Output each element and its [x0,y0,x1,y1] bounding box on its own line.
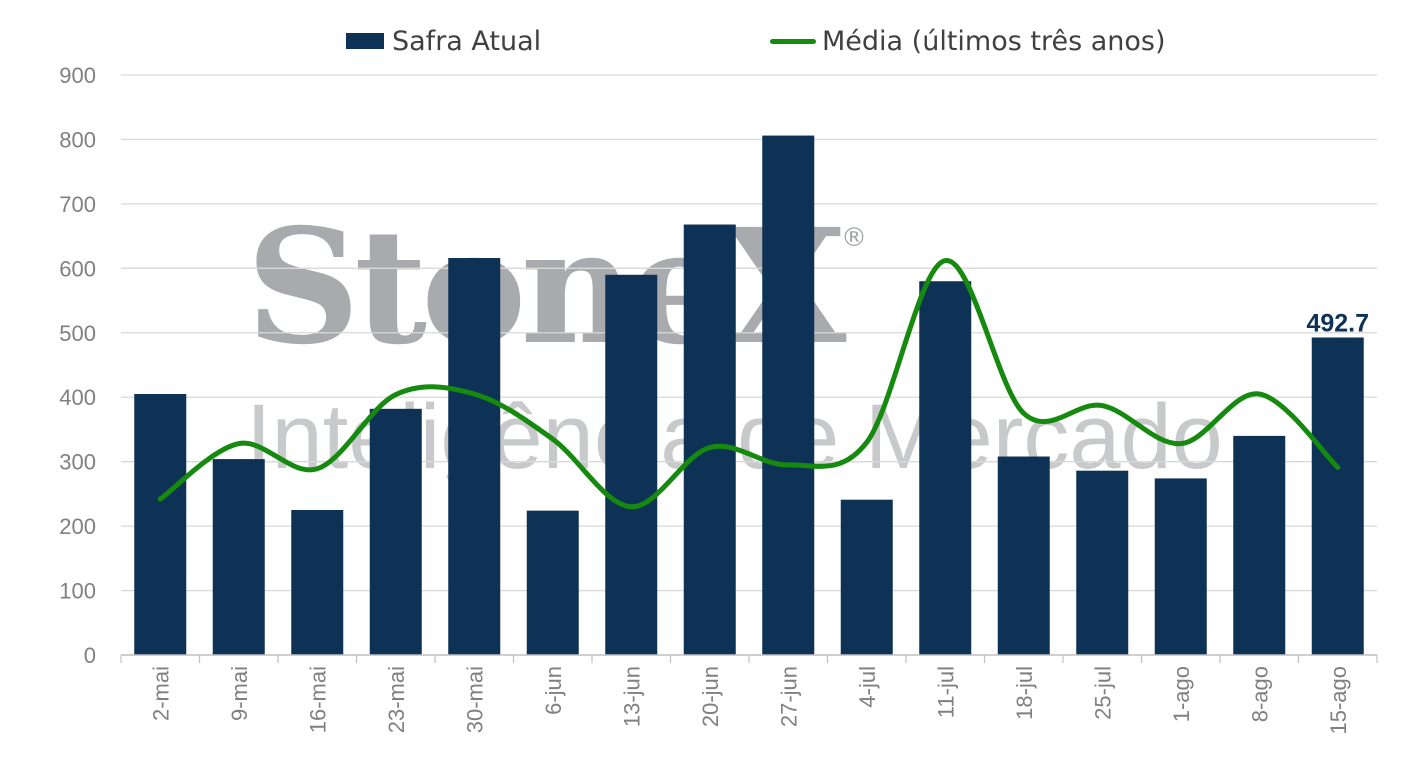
x-tick-label: 8-ago [1247,666,1272,722]
x-tick-label: 15-ago [1326,666,1351,735]
legend-bar-label: Safra Atual [392,25,542,57]
legend-line-swatch [770,38,816,44]
legend-bar-entry: Safra Atual [346,24,541,58]
x-tick-label: 25-jul [1090,666,1115,720]
legend-line-label: Média (últimos três anos) [822,25,1166,57]
x-tick-label: 27-jun [776,666,801,727]
y-tick-label: 200 [59,514,96,539]
x-tick-label: 6-jun [541,666,566,715]
y-tick-label: 300 [59,450,96,475]
data-label: 492.7 [1306,309,1369,337]
bar [840,499,893,655]
legend-bar-swatch [346,33,384,49]
bar [1311,337,1364,655]
x-tick-label: 2-mai [148,666,173,721]
y-tick-label: 700 [59,192,96,217]
media-series-line [157,258,1341,510]
x-tick-label: 20-jun [698,666,723,727]
x-tick-label: 23-mai [384,666,409,733]
x-tick-label: 18-jul [1012,666,1037,720]
bar [369,408,422,655]
legend-line-entry: Média (últimos três anos) [770,24,1166,58]
bar [919,281,972,655]
y-tick-label: 500 [59,321,96,346]
bar [1154,478,1207,655]
x-tick-label: 30-mai [462,666,487,733]
y-tick-label: 100 [59,579,96,604]
bar [134,394,187,655]
bar [762,135,815,656]
x-tick-label: 16-mai [305,666,330,733]
x-tick-label: 13-jun [619,666,644,727]
bar [1233,435,1286,655]
y-tick-label: 600 [59,256,96,281]
y-tick-label: 900 [59,63,96,88]
y-tick-label: 800 [59,127,96,152]
y-tick-label: 400 [59,385,96,410]
x-tick-label: 1-ago [1169,666,1194,722]
bar [291,510,344,655]
bar [448,258,501,655]
x-tick-label: 9-mai [227,666,252,721]
bar [997,456,1050,655]
x-tick-label: 11-jul [933,666,958,718]
bar [683,224,736,655]
bar [1076,470,1129,655]
x-tick-label: 4-jul [855,666,880,708]
y-tick-label: 0 [84,643,96,668]
bar [212,459,265,655]
bar [526,510,579,655]
bar [605,274,658,655]
